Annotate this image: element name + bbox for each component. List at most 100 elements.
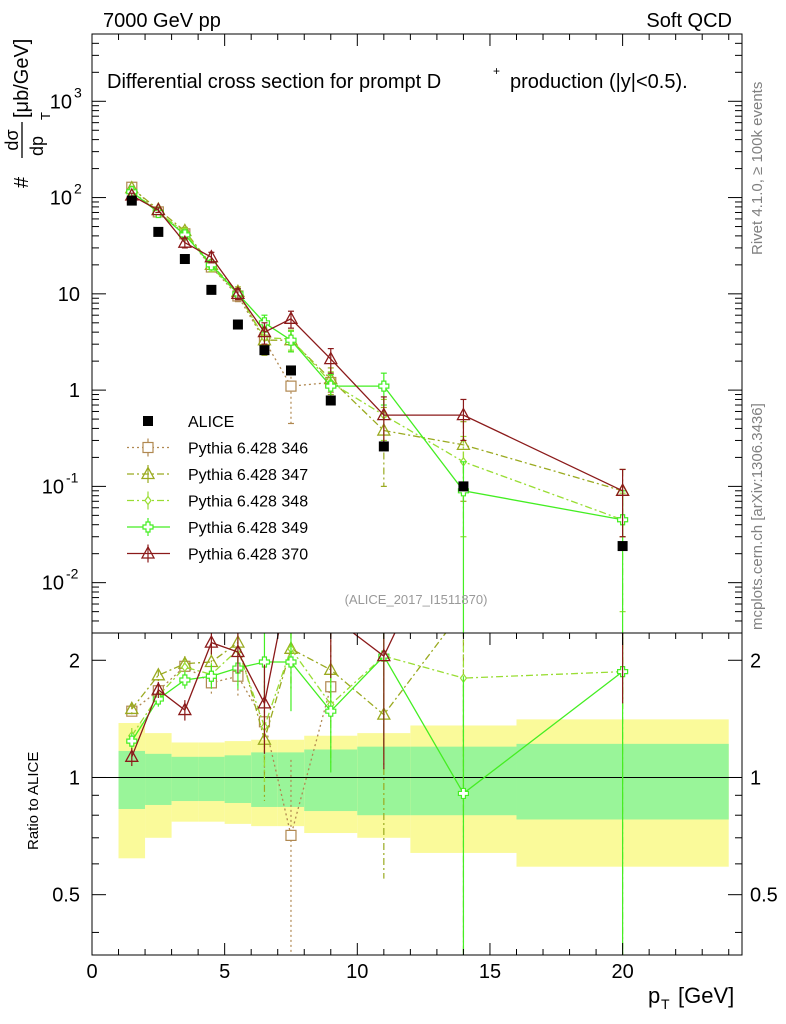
data-point bbox=[323, 351, 338, 365]
mcplots-label: mcplots.cern.ch [arXiv:1306.3436] bbox=[749, 403, 766, 630]
data-point bbox=[204, 249, 219, 263]
ratio-point bbox=[285, 564, 297, 575]
title-superscript: + bbox=[493, 64, 500, 78]
data-point bbox=[456, 407, 471, 421]
ratio-point bbox=[179, 674, 191, 686]
legend-marker bbox=[142, 441, 154, 454]
ratio-y-tick-label-left: 2 bbox=[69, 650, 80, 672]
x-tick-label: 5 bbox=[219, 961, 230, 983]
y-label-denominator-sub: T bbox=[38, 112, 53, 120]
data-point bbox=[126, 195, 137, 206]
data-point bbox=[376, 407, 391, 421]
x-tick-label: 10 bbox=[346, 961, 368, 983]
ratio-y-tick-label-left: 0.5 bbox=[52, 885, 80, 907]
legend-marker bbox=[142, 521, 154, 533]
series-line bbox=[131, 187, 623, 492]
legend-label: Pythia 6.428 347 bbox=[188, 467, 308, 484]
legend-entry: Pythia 6.428 347 bbox=[127, 465, 308, 484]
y-label-prefix: # bbox=[11, 176, 33, 188]
y-tick-label: 10 bbox=[58, 284, 80, 306]
ratio-point bbox=[258, 656, 271, 668]
y-tick-label: 10 -1 bbox=[42, 469, 79, 498]
ratio-y-tick-label-left: 1 bbox=[69, 767, 80, 789]
y-tick-exponent: -2 bbox=[66, 566, 79, 582]
ratio-line bbox=[131, 633, 447, 743]
band-inner bbox=[198, 756, 225, 802]
ratio-point bbox=[181, 662, 189, 673]
x-axis-label: p T [GeV] bbox=[648, 983, 734, 1012]
data-point bbox=[177, 234, 192, 248]
data-point bbox=[283, 310, 299, 324]
ratio-point bbox=[177, 702, 192, 716]
data-point bbox=[378, 441, 389, 452]
legend-label: Pythia 6.428 348 bbox=[188, 494, 308, 511]
data-point bbox=[232, 319, 243, 330]
ratio-point bbox=[325, 609, 337, 620]
x-tick-label: 20 bbox=[611, 961, 633, 983]
data-point bbox=[456, 437, 471, 451]
y-tick-exponent: 3 bbox=[74, 84, 82, 100]
data-point bbox=[378, 380, 390, 392]
ratio-point bbox=[151, 681, 166, 695]
ratio-point bbox=[205, 670, 217, 682]
ratio-point bbox=[204, 634, 219, 648]
x-label-unit: [GeV] bbox=[678, 983, 734, 1008]
data-point bbox=[325, 395, 336, 406]
y-tick-label: 1 bbox=[69, 380, 80, 402]
data-point bbox=[285, 380, 297, 392]
data-point bbox=[257, 324, 272, 338]
x-tick-label: 0 bbox=[86, 961, 97, 983]
legend-entry: Pythia 6.428 346 bbox=[127, 438, 308, 458]
legend-label: ALICE bbox=[188, 414, 234, 431]
process-label: Soft QCD bbox=[646, 10, 732, 32]
legend-label: Pythia 6.428 346 bbox=[188, 441, 308, 458]
ratio-point bbox=[285, 829, 297, 841]
x-label-main: p bbox=[648, 983, 660, 1008]
data-point bbox=[615, 482, 630, 496]
ratio-point bbox=[257, 695, 272, 709]
data-point bbox=[285, 365, 296, 376]
ratio-y-label: Ratio to ALICE bbox=[25, 752, 42, 850]
y-label-unit: [μb/GeV] bbox=[11, 39, 33, 118]
data-point bbox=[179, 254, 190, 265]
legend-entry: Pythia 6.428 349 bbox=[127, 518, 308, 537]
title-suffix: production (|y|<0.5). bbox=[510, 71, 688, 93]
ratio-point bbox=[124, 701, 139, 715]
y-tick-base: 10 bbox=[42, 476, 64, 498]
ratio-series-layer bbox=[124, 564, 629, 955]
band-inner bbox=[224, 755, 252, 803]
legend-entry: Pythia 6.428 370 bbox=[127, 544, 308, 564]
ratio-line bbox=[131, 647, 623, 737]
ratio-point bbox=[325, 705, 337, 717]
legend-marker bbox=[140, 466, 156, 480]
ratio-y-tick-label-right: 1 bbox=[750, 767, 761, 789]
data-point bbox=[206, 284, 217, 295]
y-tick-base: 10 bbox=[50, 188, 72, 210]
legend-entry: Pythia 6.428 348 bbox=[127, 491, 308, 511]
y-tick-base: 10 bbox=[42, 573, 64, 595]
y-tick-exponent: 2 bbox=[74, 181, 82, 197]
ratio-y-tick-label-right: 2 bbox=[750, 650, 761, 672]
legend-marker bbox=[143, 416, 153, 426]
series-pythia-6-428-346 bbox=[126, 181, 337, 425]
data-point bbox=[151, 202, 166, 216]
ratio-point bbox=[124, 748, 139, 762]
y-tick-exponent: -1 bbox=[66, 469, 79, 485]
legend-marker bbox=[144, 495, 152, 506]
ratio-uncertainty-bands bbox=[92, 719, 742, 867]
main-frame bbox=[91, 33, 743, 634]
series-pythia-6-428-370 bbox=[124, 187, 630, 538]
y-label-numerator: dσ bbox=[2, 129, 22, 150]
analysis-label: (ALICE_2017_I1511870) bbox=[345, 592, 488, 607]
band-inner bbox=[145, 753, 172, 805]
data-point bbox=[285, 334, 297, 346]
y-tick-label: 10 3 bbox=[50, 84, 82, 113]
series-alice bbox=[126, 195, 628, 552]
energy-label: 7000 GeV pp bbox=[103, 10, 221, 32]
data-point bbox=[153, 226, 164, 237]
ratio-point bbox=[230, 644, 246, 658]
y-tick-label: 10 2 bbox=[50, 181, 82, 210]
rivet-label: Rivet 4.1.0, ≥ 100k events bbox=[749, 82, 766, 255]
